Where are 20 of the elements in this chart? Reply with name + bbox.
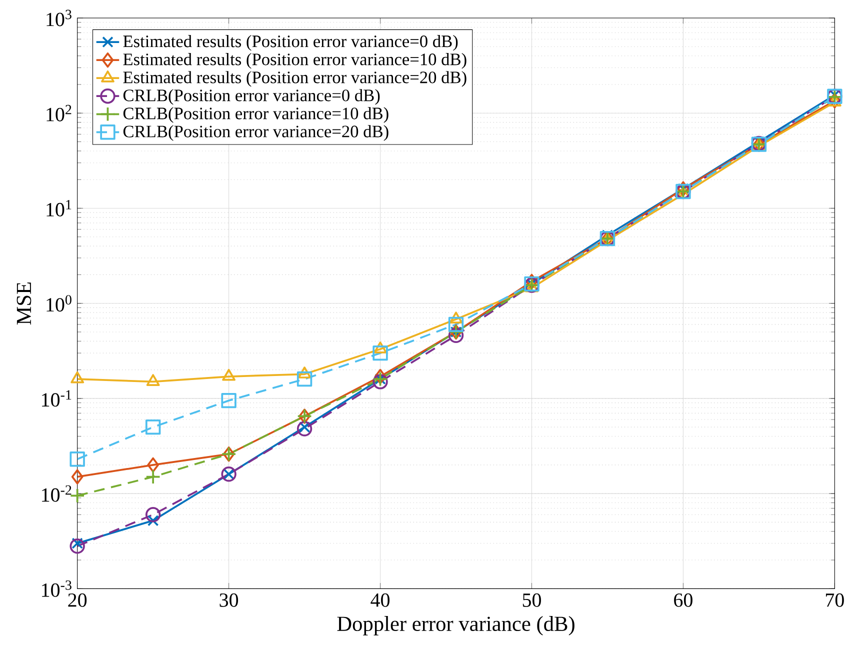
legend-label: Estimated results (Position error variance=0 dB) [123, 35, 458, 51]
y-tick-label: 10$^{2}$ [46, 104, 72, 122]
legend-label: CRLB(Position error variance=20 dB) [123, 125, 388, 141]
legend-label: CRLB(Position error variance=10 dB) [123, 107, 388, 123]
y-tick-label: 10$^{-1}$ [42, 390, 72, 407]
x-axis-title: Doppler error variance (dB) [337, 616, 574, 636]
legend-label: CRLB(Position error variance=0 dB) [123, 89, 380, 105]
x-tick-label: 20 [68, 593, 87, 607]
legend-label: Estimated results (Position error variance=10 dB) [123, 53, 466, 69]
y-axis-title: MSE [16, 282, 32, 325]
legend-label: Estimated results (Position error variance=20 dB) [123, 71, 466, 87]
x-tick-label: 50 [522, 593, 541, 607]
x-tick-label: 30 [220, 593, 238, 607]
y-tick-label: 10$^{1}$ [46, 200, 72, 216]
x-tick-label: 60 [674, 593, 692, 607]
y-tick-label: 10$^{-2}$ [42, 485, 72, 502]
y-tick-label: 10$^{0}$ [46, 295, 72, 312]
x-tick-label: 40 [370, 593, 390, 607]
x-tick-label: 70 [826, 593, 844, 607]
y-tick-label: 10$^{3}$ [46, 10, 72, 26]
